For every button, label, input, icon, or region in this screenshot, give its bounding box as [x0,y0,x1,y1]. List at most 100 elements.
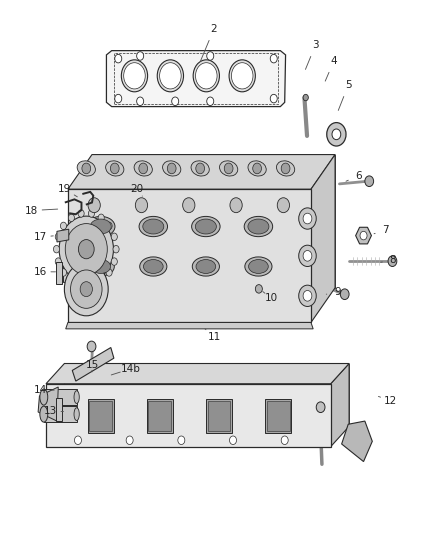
Circle shape [53,245,60,253]
Ellipse shape [139,216,167,237]
Circle shape [124,63,145,89]
Circle shape [55,258,61,265]
Circle shape [388,256,397,266]
Circle shape [230,436,237,445]
Circle shape [303,251,312,261]
Circle shape [360,231,367,240]
Circle shape [167,163,176,174]
Circle shape [78,281,84,288]
Ellipse shape [191,161,209,176]
Circle shape [115,54,122,63]
Circle shape [207,97,214,106]
Ellipse shape [143,260,163,273]
Text: 18: 18 [25,206,38,215]
Polygon shape [208,401,230,431]
Ellipse shape [77,161,95,176]
Circle shape [68,277,74,284]
Circle shape [113,245,119,253]
Circle shape [78,239,94,259]
Polygon shape [38,387,58,421]
Circle shape [88,281,95,288]
Polygon shape [106,51,286,107]
Circle shape [172,97,179,106]
Polygon shape [356,227,371,244]
Ellipse shape [90,219,111,234]
Text: 14: 14 [34,385,47,395]
Circle shape [255,285,262,293]
Text: 17: 17 [34,232,47,242]
Polygon shape [68,155,335,189]
Circle shape [65,224,107,275]
Ellipse shape [140,257,167,276]
Ellipse shape [134,161,152,176]
Circle shape [137,52,144,60]
Text: 14b: 14b [120,364,141,374]
Text: 15: 15 [85,360,99,370]
Circle shape [195,63,217,89]
Circle shape [365,176,374,187]
Ellipse shape [74,391,79,403]
Ellipse shape [87,257,114,276]
Circle shape [327,123,346,146]
Polygon shape [44,406,77,422]
Text: 5: 5 [345,80,352,90]
Circle shape [110,163,119,174]
Text: 16: 16 [34,267,47,277]
Circle shape [193,60,219,92]
Polygon shape [72,348,114,381]
Circle shape [71,270,102,308]
Circle shape [126,436,133,445]
Polygon shape [64,227,85,285]
Ellipse shape [91,260,110,273]
Circle shape [59,216,113,282]
Circle shape [332,129,341,140]
Circle shape [316,402,325,413]
Polygon shape [331,364,349,447]
Text: 3: 3 [312,41,319,50]
Circle shape [157,60,184,92]
Circle shape [111,258,117,265]
Polygon shape [56,398,62,421]
Text: 4: 4 [330,56,337,66]
Circle shape [178,436,185,445]
Polygon shape [44,389,77,405]
Text: 2: 2 [210,25,217,34]
Circle shape [224,163,233,174]
Polygon shape [88,399,114,433]
Polygon shape [89,401,112,431]
Ellipse shape [106,161,124,176]
Circle shape [115,94,122,103]
Ellipse shape [40,389,48,405]
Ellipse shape [219,161,238,176]
Circle shape [303,94,308,101]
Text: 6: 6 [355,171,362,181]
Circle shape [82,163,91,174]
Text: 13: 13 [44,407,57,416]
Ellipse shape [248,219,269,234]
Circle shape [303,290,312,301]
Text: 11: 11 [208,332,221,342]
Ellipse shape [191,216,220,237]
Ellipse shape [248,161,266,176]
Ellipse shape [86,216,115,237]
Polygon shape [267,401,290,431]
Polygon shape [147,399,173,433]
Circle shape [281,163,290,174]
Polygon shape [64,364,349,426]
Circle shape [80,281,92,296]
Circle shape [88,198,100,213]
Polygon shape [56,262,62,284]
Text: 20: 20 [130,184,143,194]
Circle shape [270,94,277,103]
Circle shape [229,60,255,92]
Circle shape [231,63,253,89]
Ellipse shape [248,260,268,273]
Circle shape [196,163,205,174]
Circle shape [270,54,277,63]
Circle shape [299,208,316,229]
Circle shape [88,210,95,217]
Polygon shape [206,399,232,433]
Circle shape [281,436,288,445]
Circle shape [60,222,67,230]
Circle shape [137,97,144,106]
